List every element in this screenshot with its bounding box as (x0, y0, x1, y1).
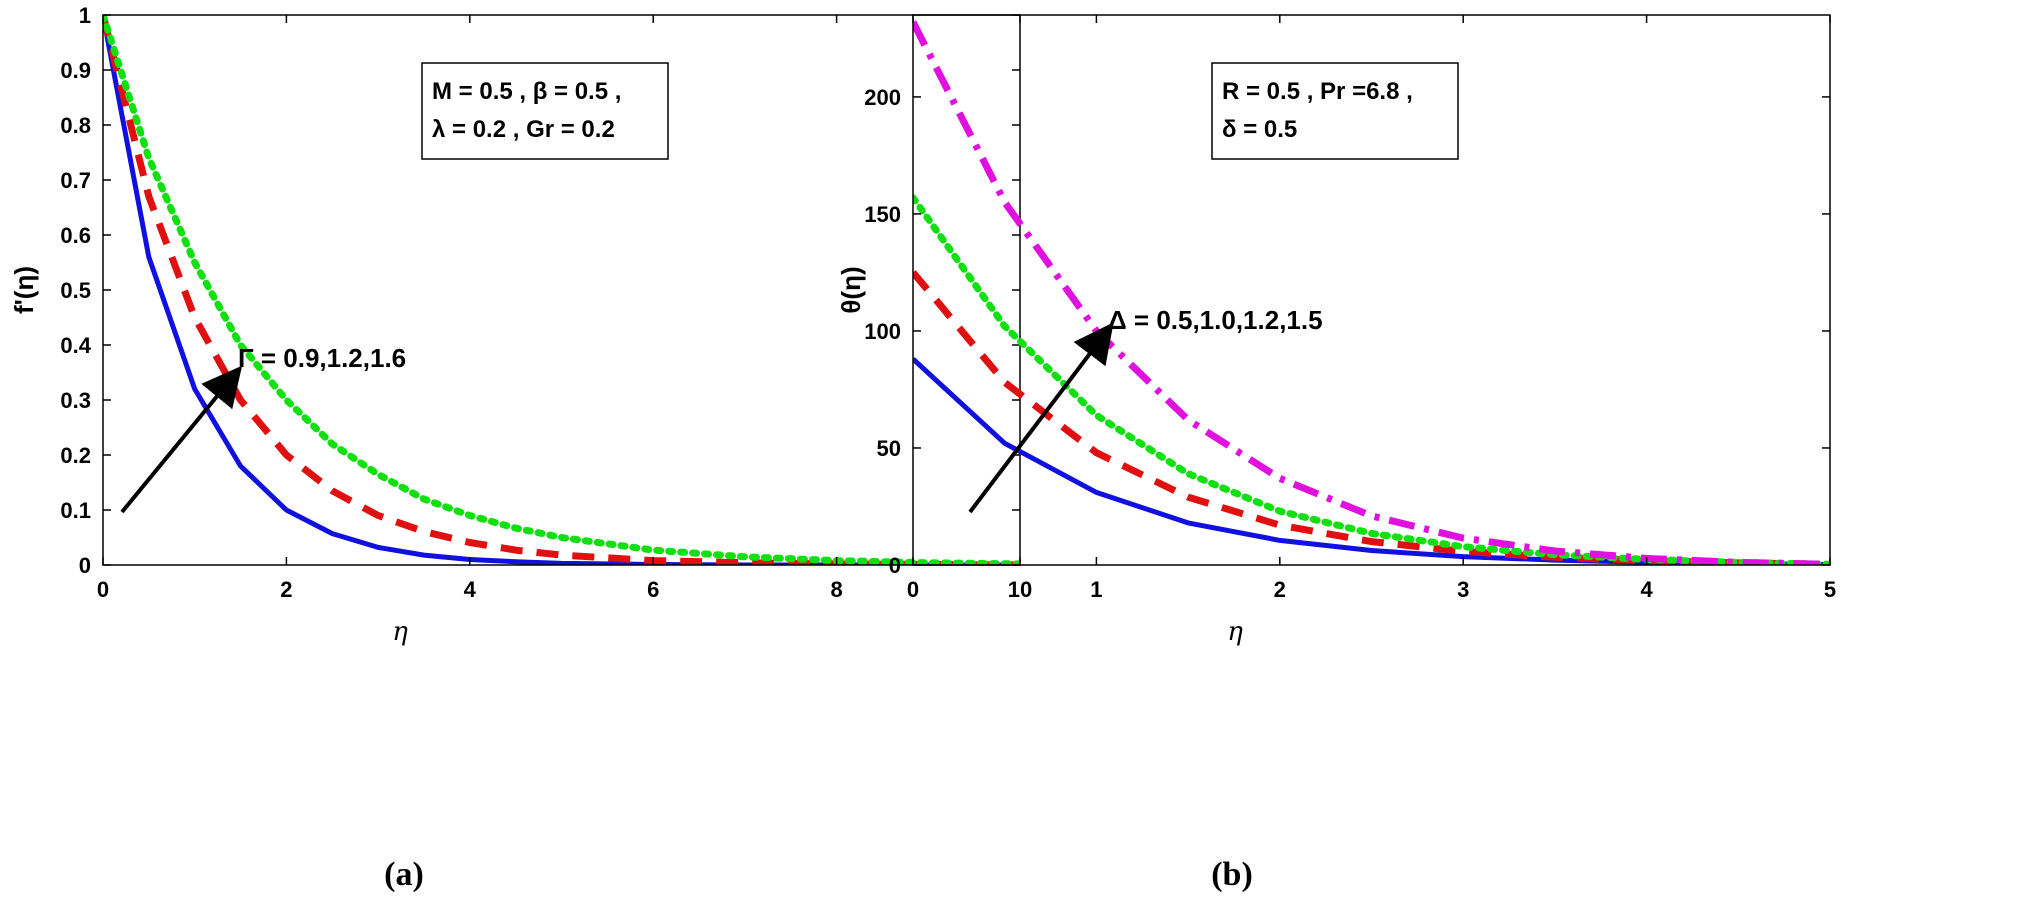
axes-box (912, 14, 1831, 566)
y-tick-label: 0 (79, 553, 91, 578)
trend-arrow (120, 365, 243, 514)
x-tick-label: 4 (464, 577, 477, 602)
x-tick-label: 6 (647, 577, 659, 602)
info-box-line: M = 0.5 , β = 0.5 , (432, 78, 621, 105)
info-box (421, 62, 669, 160)
series-line-3 (913, 194, 1830, 565)
x-tick-label: 1 (1090, 577, 1102, 602)
y-tick-label: 0.1 (60, 498, 91, 523)
y-tick-label: 0.2 (60, 443, 91, 468)
arrow-label: Γ = 0.9,1.2,1.6 (238, 343, 406, 373)
series-line-2 (103, 15, 1020, 565)
x-tick-label: 10 (1008, 577, 1032, 602)
y-tick-label: 0.5 (60, 278, 91, 303)
y-tick-label: 0.7 (60, 168, 91, 193)
series-line-1 (103, 15, 1020, 565)
series-line-2 (913, 270, 1830, 565)
x-tick-label: 3 (1457, 577, 1469, 602)
x-tick-label: 4 (1640, 577, 1653, 602)
x-tick-label: 0 (907, 577, 919, 602)
info-box-line: δ = 0.5 (1222, 116, 1297, 143)
y-tick-label: 0.9 (60, 58, 91, 83)
x-tick-label: 2 (280, 577, 292, 602)
y-axis-label: θ(η) (836, 266, 866, 313)
y-tick-label: 1 (79, 3, 91, 28)
panel-label: (b) (1211, 856, 1253, 893)
panel-a-chart: 0 2 4 6 8 1000.10.20.30.40.50.60.70.80.91ηf'(… (9, 3, 1032, 893)
plot-area (103, 15, 1020, 565)
x-tick-label: 2 (1274, 577, 1286, 602)
info-box-line: λ = 0.2 , Gr = 0.2 (432, 116, 615, 143)
y-tick-label: 200 (864, 85, 901, 110)
panel-label: (a) (384, 856, 424, 893)
info-box (1211, 62, 1459, 160)
y-tick-label: 0.6 (60, 223, 91, 248)
arrow-label: Δ = 0.5,1.0,1.2,1.5 (1108, 305, 1323, 335)
x-tick-label: 5 (1824, 577, 1836, 602)
x-axis-label: η (392, 617, 408, 647)
x-tick-label: 0 (97, 577, 109, 602)
series-line-3 (103, 15, 1020, 565)
y-tick-label: 0.3 (60, 388, 91, 413)
y-tick-label: 0 (889, 553, 901, 578)
y-tick-label: 0.4 (60, 333, 91, 358)
info-box-line: R = 0.5 , Pr =6.8 , (1222, 78, 1413, 105)
y-tick-label: 150 (864, 202, 901, 227)
y-tick-label: 100 (864, 319, 901, 344)
x-axis-label: η (1227, 617, 1243, 647)
x-tick-label: 8 (830, 577, 842, 602)
y-tick-label: 50 (877, 436, 901, 461)
trend-arrow (968, 322, 1114, 514)
y-tick-label: 0.8 (60, 113, 91, 138)
series-line-4 (913, 20, 1830, 565)
y-axis-label: f'(η) (9, 266, 39, 314)
